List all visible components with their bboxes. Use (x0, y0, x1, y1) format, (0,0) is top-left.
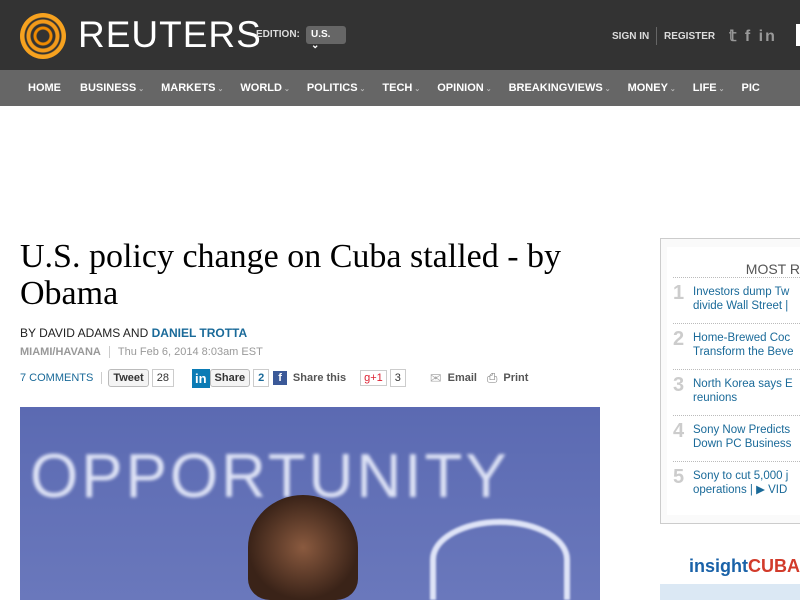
divider (656, 27, 657, 45)
timestamp: Thu Feb 6, 2014 8:03am EST (117, 346, 263, 358)
google-plus-count: 3 (389, 369, 406, 387)
nav-life[interactable]: LIFE ⌄ (692, 82, 725, 94)
print-icon[interactable]: ⎙ (486, 370, 498, 385)
article-title: U.S. policy change on Cuba stalled - by … (20, 238, 562, 312)
linkedin-share-button[interactable]: Share (209, 369, 251, 387)
nav-pictures[interactable]: PIC (741, 82, 760, 94)
byline-text: BY DAVID ADAMS AND (20, 326, 152, 340)
linkedin-count: 2 (253, 369, 270, 387)
location: MIAMI/HAVANA (20, 346, 110, 358)
facebook-share-link[interactable]: Share this (292, 372, 347, 384)
photo-backdrop-text: OPPORTUNITY (30, 442, 510, 511)
photo-subject (248, 495, 358, 600)
nav-politics[interactable]: POLITICS ⌄ (306, 82, 366, 94)
dateline: MIAMI/HAVANA Thu Feb 6, 2014 8:03am EST (20, 346, 263, 358)
insightcuba-ad[interactable]: insightCUBA (689, 556, 800, 576)
edition-label: EDITION: (256, 29, 300, 40)
email-icon[interactable]: ✉ (429, 369, 442, 386)
social-icons[interactable]: 𝕥 f in (729, 28, 777, 45)
tweet-count: 28 (151, 369, 174, 387)
nav-tech[interactable]: TECH ⌄ (382, 82, 421, 94)
linkedin-icon[interactable]: in (191, 368, 210, 388)
nav-world[interactable]: WORLD ⌄ (240, 82, 290, 94)
google-plus-button[interactable]: g+1 (360, 370, 387, 386)
photo-seal (430, 519, 570, 600)
nav-markets[interactable]: MARKETS ⌄ (161, 82, 224, 94)
article-photo[interactable]: OPPORTUNITY (20, 407, 600, 600)
nav-money[interactable]: MONEY ⌄ (627, 82, 676, 94)
author-link[interactable]: DANIEL TROTTA (151, 326, 248, 340)
tweet-button[interactable]: Tweet (108, 369, 149, 387)
ad-banner-image[interactable] (660, 584, 800, 600)
edition-select[interactable]: U.S. ⌄ (306, 26, 346, 51)
reuters-logo-icon[interactable] (20, 13, 66, 59)
byline: BY DAVID ADAMS AND DANIEL TROTTA (20, 326, 247, 340)
top-header: REUTERS EDITION: U.S. ⌄ SIGN IN REGISTER… (0, 0, 800, 70)
sign-in-link[interactable]: SIGN IN (612, 31, 650, 42)
nav-opinion[interactable]: OPINION ⌄ (437, 82, 492, 94)
comments-link[interactable]: 7 COMMENTS (20, 372, 103, 384)
print-link[interactable]: Print (503, 372, 529, 384)
most-read-title: MOST R (745, 261, 800, 277)
share-bar: 7 COMMENTS Tweet 28 in Share 2 f Share t… (20, 368, 538, 388)
register-link[interactable]: REGISTER (664, 31, 716, 42)
most-read-panel: MOST R 1 Investors dump Tw divide Wall Str… (660, 238, 800, 524)
nav-home[interactable]: HOME (28, 82, 61, 94)
most-read-item[interactable]: 2 Home-Brewed Coc Transform the Beve (673, 323, 800, 369)
most-read-item[interactable]: 5 Sony to cut 5,000 j operations | ▶ VID (673, 461, 800, 507)
search-icon[interactable] (796, 24, 800, 46)
main-nav: HOME BUSINESS ⌄ MARKETS ⌄ WORLD ⌄ POLITICS ⌄… (0, 70, 800, 106)
most-read-item[interactable]: 4 Sony Now Predicts Down PC Business (673, 415, 800, 461)
email-link[interactable]: Email (447, 372, 477, 384)
brand-wordmark[interactable]: REUTERS (78, 14, 262, 55)
facebook-icon[interactable]: f (273, 371, 287, 385)
nav-business[interactable]: BUSINESS ⌄ (80, 82, 145, 94)
nav-breakingviews[interactable]: BREAKINGVIEWS ⌄ (508, 82, 611, 94)
most-read-item[interactable]: 1 Investors dump Tw divide Wall Street | (673, 277, 800, 323)
